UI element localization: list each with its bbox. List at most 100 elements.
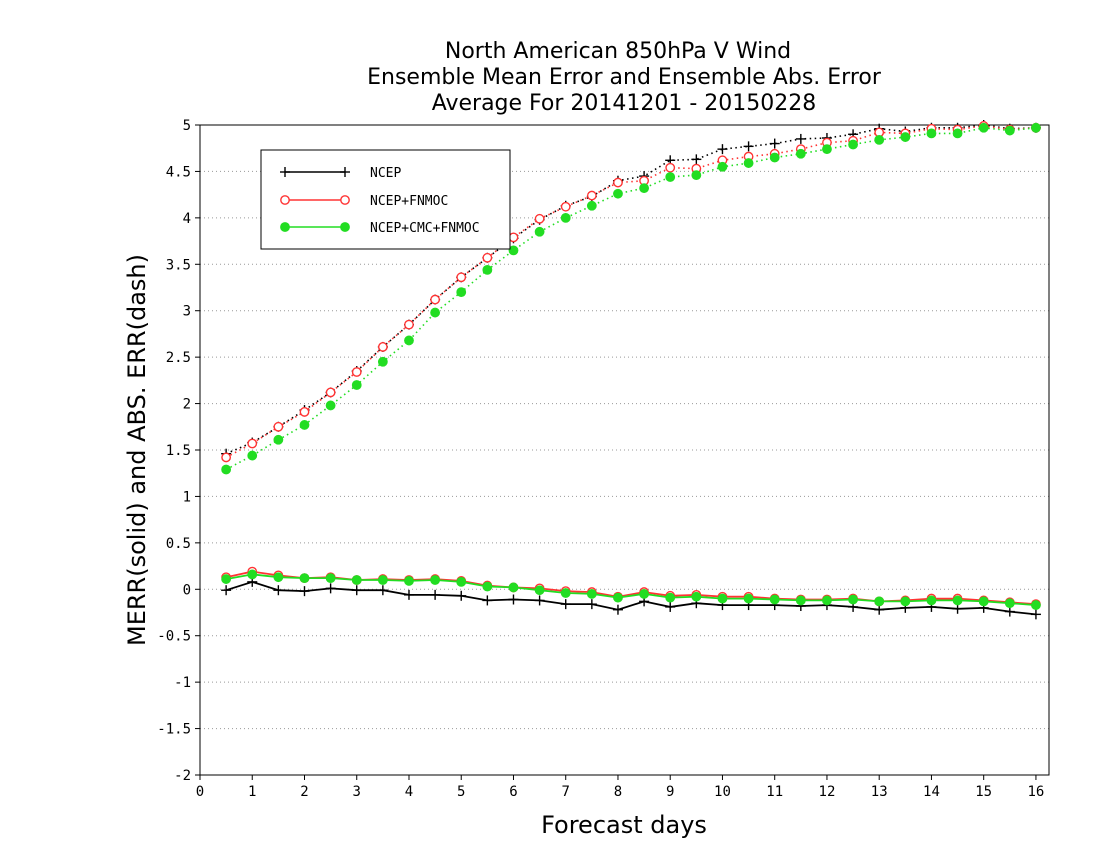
ncep-cmc-fnmoc-mean-err-point xyxy=(456,576,467,587)
ncep-cmc-fnmoc-abs-err-point xyxy=(795,148,806,159)
x-tick-label: 7 xyxy=(562,784,570,800)
ncep-mean-err-point xyxy=(508,594,519,605)
ncep-mean-err-point xyxy=(612,604,623,615)
ncep-mean-err-line xyxy=(225,580,1036,616)
ncep-abs-err-point xyxy=(769,138,780,149)
ncep-mean-err-point xyxy=(351,585,362,596)
ncep-fnmoc-abs-err-point xyxy=(613,177,623,188)
x-tick-label: 11 xyxy=(766,784,783,800)
ncep-mean-err-point xyxy=(560,599,571,610)
y-tick-label: 4 xyxy=(183,211,191,227)
legend-label: NCEP+FNMOC xyxy=(370,194,448,209)
ncep-cmc-fnmoc-abs-err-point xyxy=(952,128,963,139)
ncep-fnmoc-abs-err-point xyxy=(430,294,441,305)
axes: -2-1.5-1-0.500.511.522.533.544.550 1 2 3 4 5 6… xyxy=(157,118,1050,800)
y-tick-label: 1 xyxy=(183,489,191,505)
ncep-cmc-fnmoc-abs-err-point xyxy=(560,212,571,223)
y-tick-label: 3 xyxy=(183,304,191,320)
ncep-fnmoc-abs-err-point xyxy=(482,252,493,263)
chart-title-line-1: North American 850hPa V Wind xyxy=(445,39,791,64)
ncep-abs-err-point xyxy=(743,141,754,152)
ncep-cmc-fnmoc-mean-err-point xyxy=(848,594,858,605)
legend-label: NCEP+CMC+FNMOC xyxy=(370,221,480,236)
x-tick-label: 6 xyxy=(509,784,517,800)
y-tick-label: -0.5 xyxy=(157,629,191,645)
x-tick-label: 5 xyxy=(457,784,465,800)
ncep-cmc-fnmoc-abs-err-point xyxy=(613,188,623,199)
ncep-cmc-fnmoc-abs-err-point xyxy=(978,122,989,133)
ncep-fnmoc-abs-err-point xyxy=(325,387,336,398)
ncep-cmc-fnmoc-abs-err-point xyxy=(534,226,545,237)
ncep-cmc-fnmoc-mean-err-point xyxy=(822,595,832,606)
chart-title-line-3: Average For 20141201 - 20150228 xyxy=(432,91,817,116)
ncep-cmc-fnmoc-abs-err-point xyxy=(404,335,414,346)
x-tick-label: 13 xyxy=(871,784,888,800)
ncep-fnmoc-abs-err-point xyxy=(377,342,388,352)
ncep-cmc-fnmoc-mean-err-point xyxy=(639,589,649,599)
ncep-cmc-fnmoc-abs-err-point xyxy=(351,380,362,390)
series-layer xyxy=(221,120,1041,620)
ncep-mean-err-point xyxy=(665,601,676,612)
chart-title-line-2: Ensemble Mean Error and Ensemble Abs. Er… xyxy=(367,65,882,90)
ncep-cmc-fnmoc-abs-err-point xyxy=(456,287,467,298)
x-tick-label: 12 xyxy=(819,784,836,800)
ncep-cmc-fnmoc-abs-err-point xyxy=(926,128,937,139)
ncep-mean-err-point xyxy=(952,603,963,614)
ncep-mean-err-point xyxy=(482,595,493,606)
ncep-cmc-fnmoc-mean-err-point xyxy=(325,573,336,584)
ncep-cmc-fnmoc-abs-err-point xyxy=(586,200,597,211)
grid xyxy=(200,170,1049,730)
legend-marker-end xyxy=(340,195,350,205)
ncep-cmc-fnmoc-mean-err-point xyxy=(795,595,806,606)
legend-marker-start xyxy=(280,195,290,205)
ncep-abs-err-point xyxy=(691,154,702,165)
ncep-cmc-fnmoc-mean-err-point xyxy=(247,569,258,580)
ncep-cmc-fnmoc-mean-err-point xyxy=(351,575,362,585)
ncep-cmc-fnmoc-abs-err-point xyxy=(377,356,388,367)
ncep-cmc-fnmoc-mean-err-point xyxy=(1031,600,1041,610)
x-tick-label: 9 xyxy=(666,784,674,800)
ncep-abs-err-point xyxy=(717,144,728,155)
ncep-cmc-fnmoc-abs-err-line xyxy=(225,126,1036,471)
y-tick-label: 2.5 xyxy=(166,350,191,366)
ncep-cmc-fnmoc-mean-err-point xyxy=(534,585,545,596)
ncep-cmc-fnmoc-mean-err-point xyxy=(482,581,493,592)
y-axis-label: MERR(solid) and ABS. ERR(dash) xyxy=(123,254,151,646)
ncep-cmc-fnmoc-abs-err-point xyxy=(508,245,519,256)
y-tick-label: 2 xyxy=(183,397,191,413)
ncep-cmc-fnmoc-abs-err-point xyxy=(665,172,676,182)
ncep-fnmoc-abs-err-point xyxy=(221,452,232,463)
ncep-fnmoc-abs-err-point xyxy=(456,272,467,283)
y-tick-label: -1.5 xyxy=(157,722,191,738)
ncep-cmc-fnmoc-abs-err-point xyxy=(874,134,885,145)
ncep-cmc-fnmoc-mean-err-point xyxy=(377,575,388,585)
ncep-fnmoc-abs-err-point xyxy=(586,190,597,201)
ncep-mean-err-point xyxy=(874,604,885,615)
ncep-mean-err-point xyxy=(534,595,545,606)
ncep-cmc-fnmoc-mean-err-point xyxy=(665,592,676,603)
ncep-cmc-fnmoc-abs-err-point xyxy=(743,158,754,168)
ncep-cmc-fnmoc-abs-err-point xyxy=(221,464,232,475)
ncep-cmc-fnmoc-mean-err-point xyxy=(874,596,885,607)
ncep-fnmoc-abs-err-point xyxy=(247,438,258,449)
ncep-cmc-fnmoc-mean-err-point xyxy=(508,582,519,593)
ncep-cmc-fnmoc-mean-err-point xyxy=(273,572,284,583)
ncep-fnmoc-abs-err-point xyxy=(404,319,414,330)
y-tick-label: 1.5 xyxy=(166,443,191,459)
x-axis-label: Forecast days xyxy=(541,811,707,839)
legend-marker-start xyxy=(280,167,290,177)
ncep-mean-err-point xyxy=(456,590,467,601)
ncep-cmc-fnmoc-abs-err-point xyxy=(1004,125,1015,136)
ncep-cmc-fnmoc-abs-err-point xyxy=(430,307,441,318)
ncep-fnmoc-abs-err-point xyxy=(351,367,362,377)
ncep-mean-err-point xyxy=(377,585,388,596)
ncep-cmc-fnmoc-abs-err-point xyxy=(299,420,310,430)
x-tick-label: 10 xyxy=(714,784,731,800)
ncep-cmc-fnmoc-mean-err-point xyxy=(743,593,754,604)
ncep-abs-err-point xyxy=(795,133,806,144)
legend-marker-start xyxy=(280,222,290,232)
ncep-fnmoc-abs-err-point xyxy=(534,213,545,224)
ncep-cmc-fnmoc-mean-err-point xyxy=(221,574,232,584)
ncep-cmc-fnmoc-abs-err-point xyxy=(848,139,858,150)
